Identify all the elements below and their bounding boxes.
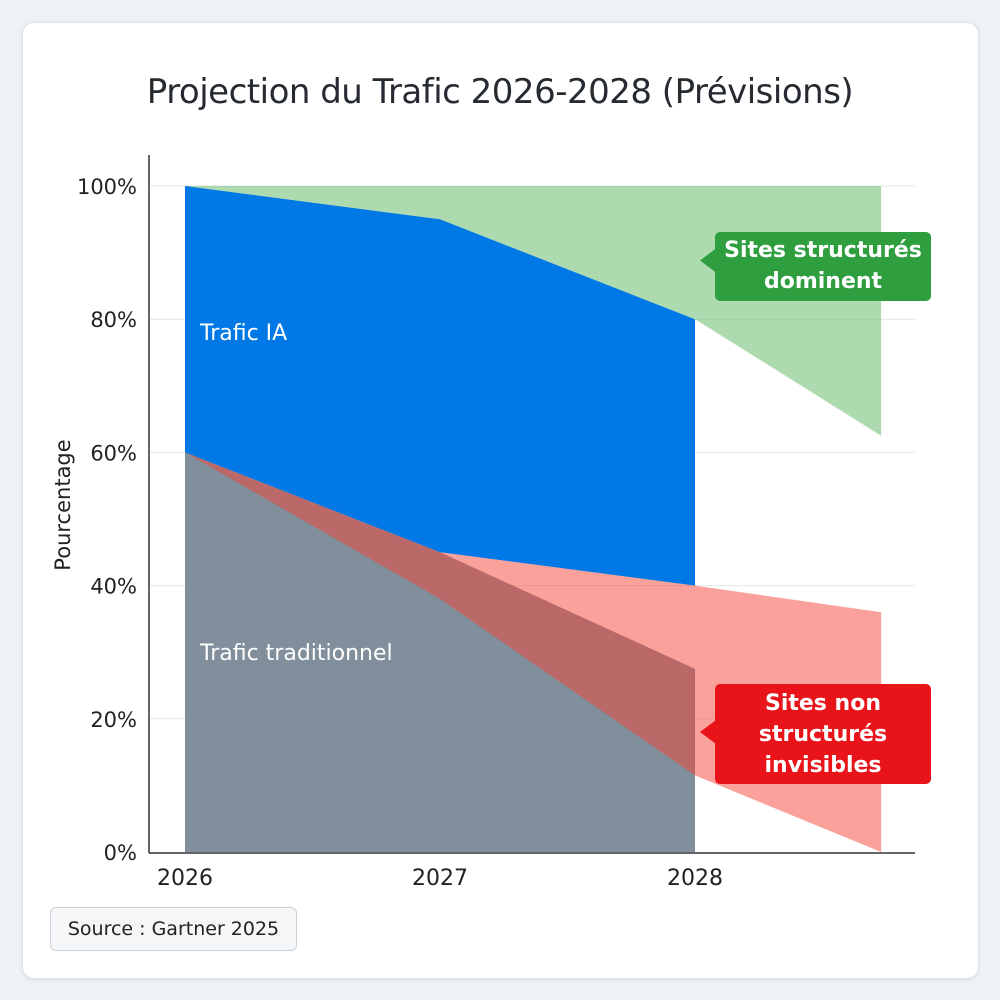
annotation-line: dominent: [763, 269, 883, 294]
source-label: Source : Gartner 2025: [50, 907, 297, 951]
callout-pointer: [700, 248, 716, 273]
x-tick-label: 2026: [157, 866, 213, 891]
area-overlay-3: [185, 452, 882, 852]
y-tick-label: 20%: [90, 708, 137, 732]
series-label: Trafic IA: [199, 321, 287, 346]
x-tick-label: 2028: [667, 866, 723, 891]
y-tick-label: 80%: [90, 308, 137, 332]
area-overlay-2: [185, 186, 882, 436]
annotation-structured: Sites structurés dominent: [715, 232, 931, 301]
y-tick-label: 40%: [90, 575, 137, 599]
callout-pointer: [700, 720, 716, 744]
area-trafic-traditionnel: [185, 452, 695, 852]
area-trafic-ia: [185, 186, 695, 586]
y-tick-label: 100%: [77, 175, 137, 199]
annotation-unstructured: Sites non structurés invisibles: [715, 684, 931, 784]
annotation-line: invisibles: [764, 753, 882, 778]
y-tick-label: 60%: [90, 441, 137, 465]
annotation-line: structurés: [758, 722, 888, 747]
chart-title: Projection du Trafic 2026-2028 (Prévisio…: [146, 72, 854, 112]
x-tick-label: 2027: [412, 866, 468, 891]
annotation-line: Sites structurés: [724, 238, 922, 263]
y-tick-label: 0%: [104, 841, 137, 865]
series-label: Trafic traditionnel: [199, 641, 393, 666]
y-axis-label: Pourcentage: [51, 439, 75, 570]
annotation-line: Sites non: [764, 691, 881, 716]
